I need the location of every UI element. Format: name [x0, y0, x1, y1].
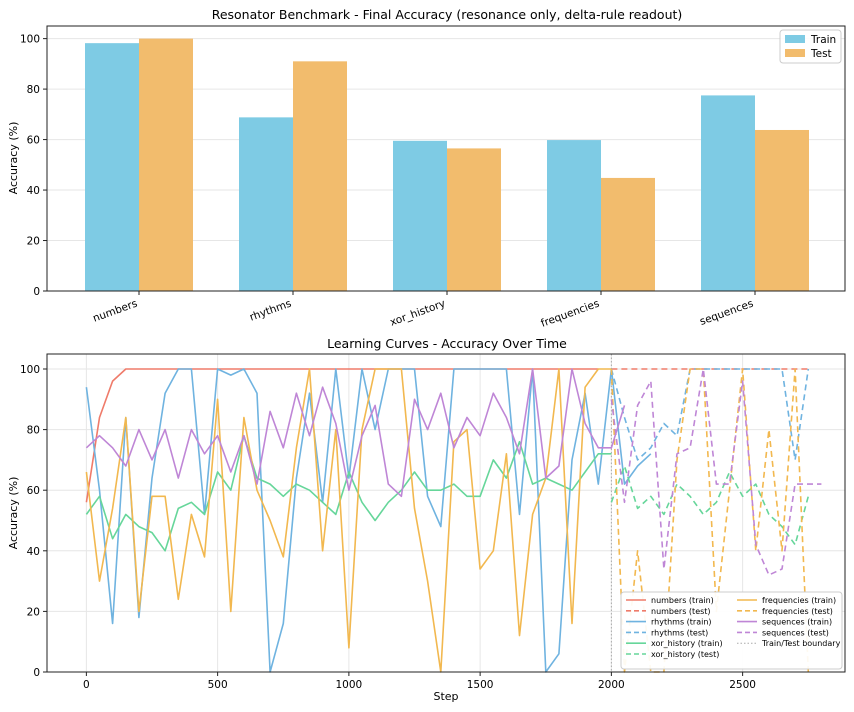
line-y-tick-label: 40 [27, 546, 40, 558]
line-x-tick-label: 1000 [336, 679, 363, 691]
line-x-tick-label: 500 [208, 679, 228, 691]
bar-chart-frame [46, 25, 846, 292]
line-legend-label: rhythms (test) [651, 628, 708, 637]
line-chart-x-label: Step [433, 690, 458, 703]
line-x-tick-label: 2500 [729, 679, 756, 691]
line-y-tick-label: 60 [27, 485, 40, 497]
series-xor_history-test [610, 465, 810, 546]
bar-y-tick-label: 40 [27, 185, 40, 197]
series-sequences-train [85, 368, 626, 498]
line-chart-title: Learning Curves - Accuracy Over Time [327, 336, 567, 351]
line-chart-y-ticks: 0 20 40 60 80 100 [20, 364, 47, 679]
bar-test-xor_history [447, 148, 501, 291]
line-chart-frame [46, 353, 846, 673]
line-chart-x-ticks: 0 500 1000 1500 2000 2500 [83, 672, 756, 691]
bar-test-sequences [755, 129, 809, 291]
bar-y-tick-label: 60 [27, 135, 40, 147]
bar-y-tick-label: 100 [20, 34, 40, 46]
line-chart: Learning Curves - Accuracy Over Time 0 20… [7, 336, 846, 703]
line-legend-label: Train/Test boundary [761, 639, 841, 648]
line-legend-label: xor_history (train) [651, 639, 723, 648]
bar-x-tick-label: rhythms [248, 298, 293, 324]
bar-chart-bars [85, 38, 809, 292]
line-chart-y-label: Accuracy (%) [7, 477, 20, 550]
line-legend-box [620, 591, 843, 670]
bar-test-numbers [139, 38, 193, 291]
line-legend-label: sequences (train) [762, 618, 832, 627]
line-y-tick-label: 0 [33, 667, 40, 679]
line-legend-label: frequencies (train) [762, 596, 836, 605]
bar-legend-swatch [785, 35, 805, 43]
line-legend-label: numbers (train) [651, 596, 714, 605]
bar-train-sequences [701, 95, 755, 292]
line-chart-lines [85, 368, 822, 673]
bar-legend-label: Test [810, 48, 832, 60]
bar-x-tick-label: sequences [698, 298, 755, 328]
bar-y-tick-label: 20 [27, 236, 40, 248]
line-y-tick-label: 20 [27, 606, 40, 618]
line-chart-legend: numbers (train) numbers (test) rhythms (tr… [620, 591, 843, 670]
line-legend-label: xor_history (test) [651, 650, 719, 659]
bar-train-xor_history [393, 140, 447, 291]
bar-train-frequencies [547, 140, 601, 291]
bar-chart-y-ticks: 0 20 40 60 80 100 [20, 34, 47, 298]
bar-test-rhythms [293, 61, 347, 292]
bar-train-rhythms [239, 117, 293, 291]
series-xor_history-train [85, 434, 612, 552]
line-legend-label: sequences (test) [762, 628, 829, 637]
bar-chart-x-ticks: numbers rhythms xor_history frequencies sequ… [91, 291, 756, 330]
bar-chart-legend: Train Test [779, 29, 842, 64]
bar-x-tick-label: numbers [91, 298, 139, 325]
line-x-tick-label: 1500 [467, 679, 494, 691]
series-sequences-test [610, 368, 822, 576]
series-frequencies-train [85, 368, 612, 673]
bar-chart-title: Resonator Benchmark - Final Accuracy (re… [212, 7, 683, 22]
line-y-tick-label: 80 [27, 425, 40, 437]
series-rhythms-test [610, 368, 810, 461]
bar-test-frequencies [601, 177, 655, 291]
bar-legend-swatch [785, 49, 805, 57]
bar-chart: Resonator Benchmark - Final Accuracy (re… [7, 7, 846, 330]
bar-train-numbers [85, 43, 139, 292]
bar-legend-label: Train [810, 34, 836, 46]
line-x-tick-label: 0 [83, 679, 90, 691]
line-legend-label: frequencies (test) [762, 607, 833, 616]
line-legend-label: rhythms (train) [651, 618, 712, 627]
bar-x-tick-label: xor_history [388, 298, 447, 329]
bar-chart-y-label: Accuracy (%) [7, 122, 20, 195]
bar-x-tick-label: frequencies [539, 298, 601, 330]
line-legend-label: numbers (test) [651, 607, 711, 616]
bar-y-tick-label: 0 [33, 286, 40, 298]
line-y-tick-label: 100 [20, 364, 40, 376]
line-x-tick-label: 2000 [598, 679, 625, 691]
bar-y-tick-label: 80 [27, 84, 40, 96]
series-numbers-train [85, 368, 599, 503]
